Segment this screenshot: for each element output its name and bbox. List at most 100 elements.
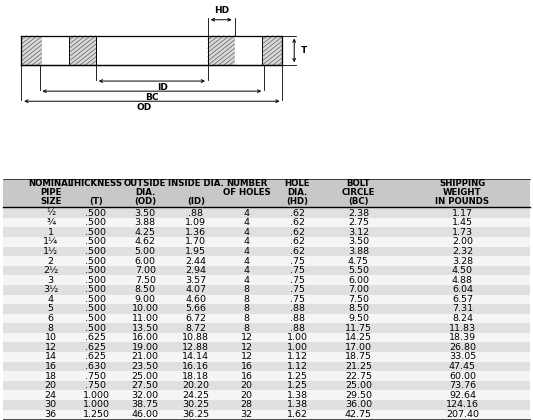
Text: OUTSIDE: OUTSIDE (124, 179, 166, 188)
Text: (OD): (OD) (134, 197, 156, 206)
Text: PIPE: PIPE (40, 188, 61, 197)
Text: IN POUNDS: IN POUNDS (435, 197, 489, 206)
Text: ¾: ¾ (46, 218, 55, 227)
Text: 4.50: 4.50 (452, 266, 473, 275)
Text: 14.25: 14.25 (345, 333, 372, 342)
Text: (BC): (BC) (348, 197, 369, 206)
Text: 20: 20 (240, 391, 253, 400)
Text: 25.00: 25.00 (132, 372, 159, 381)
Text: HOLE: HOLE (285, 179, 310, 188)
Text: .625: .625 (85, 343, 107, 352)
Text: 23.50: 23.50 (132, 362, 159, 371)
Text: 1.38: 1.38 (287, 391, 308, 400)
Text: .500: .500 (85, 304, 107, 313)
Text: 8: 8 (47, 324, 54, 333)
Text: .75: .75 (289, 266, 305, 275)
Text: 29.50: 29.50 (345, 391, 372, 400)
Text: BC: BC (145, 93, 159, 102)
Text: 18.18: 18.18 (182, 372, 209, 381)
Text: 1.70: 1.70 (185, 237, 206, 247)
Text: 32.00: 32.00 (132, 391, 159, 400)
Bar (3, 323, 530, 333)
Text: 19.00: 19.00 (132, 343, 159, 352)
Text: SIZE: SIZE (40, 197, 61, 206)
Text: 8: 8 (244, 324, 249, 333)
Text: DIA.: DIA. (287, 188, 308, 197)
Text: 5: 5 (47, 304, 54, 313)
Text: 1.250: 1.250 (83, 410, 109, 419)
Text: .625: .625 (85, 333, 107, 342)
Text: 4.88: 4.88 (452, 276, 473, 285)
Text: (HD): (HD) (286, 197, 308, 206)
Text: 2.32: 2.32 (452, 247, 473, 256)
Text: 2.75: 2.75 (348, 218, 369, 227)
Text: 6: 6 (47, 314, 54, 323)
Text: .500: .500 (85, 209, 107, 218)
Text: THICKNESS: THICKNESS (69, 179, 123, 188)
Bar (262, 36, 282, 65)
Text: NOMINAL: NOMINAL (28, 179, 73, 188)
Text: 18.39: 18.39 (449, 333, 476, 342)
Text: 1: 1 (47, 228, 54, 237)
Text: 1.62: 1.62 (287, 410, 308, 419)
Text: 4.75: 4.75 (348, 257, 369, 265)
Text: 3.50: 3.50 (348, 237, 369, 247)
Text: 3½: 3½ (43, 285, 58, 294)
Text: 8.50: 8.50 (135, 285, 156, 294)
Bar (3, 342, 530, 352)
Text: 18.75: 18.75 (345, 352, 372, 361)
Text: 4: 4 (244, 257, 249, 265)
Text: .500: .500 (85, 314, 107, 323)
Text: 1.25: 1.25 (287, 372, 308, 381)
Text: 1½: 1½ (43, 247, 58, 256)
Text: 1¼: 1¼ (43, 237, 58, 247)
Text: .75: .75 (289, 276, 305, 285)
Text: .625: .625 (85, 352, 107, 361)
Text: 4.62: 4.62 (135, 237, 156, 247)
Text: 73.76: 73.76 (449, 381, 476, 390)
Text: 17.00: 17.00 (345, 343, 372, 352)
Text: 18: 18 (45, 372, 56, 381)
Text: 8.72: 8.72 (185, 324, 206, 333)
Text: 16.16: 16.16 (182, 362, 209, 371)
Text: 11.83: 11.83 (449, 324, 476, 333)
Text: 4.25: 4.25 (135, 228, 156, 237)
Text: OF HOLES: OF HOLES (223, 188, 270, 197)
Bar (208, 36, 235, 65)
Text: 8: 8 (244, 285, 249, 294)
Text: 2.00: 2.00 (452, 237, 473, 247)
Text: 7.31: 7.31 (452, 304, 473, 313)
Bar (3, 276, 530, 285)
Text: INSIDE DIA.: INSIDE DIA. (168, 179, 224, 188)
Text: 2.94: 2.94 (185, 266, 206, 275)
Text: 36: 36 (45, 410, 56, 419)
Text: .62: .62 (289, 209, 305, 218)
Text: 1.00: 1.00 (287, 343, 308, 352)
Text: 3.12: 3.12 (348, 228, 369, 237)
Text: CIRCLE: CIRCLE (342, 188, 375, 197)
Text: .500: .500 (85, 218, 107, 227)
Text: 3.28: 3.28 (452, 257, 473, 265)
Text: 10: 10 (45, 333, 56, 342)
Text: 32: 32 (240, 410, 253, 419)
Text: 33.05: 33.05 (449, 352, 476, 361)
Text: 30.25: 30.25 (182, 400, 209, 409)
Text: 16: 16 (240, 362, 253, 371)
Text: 16.00: 16.00 (132, 333, 159, 342)
Text: 6.04: 6.04 (452, 285, 473, 294)
Text: ½: ½ (46, 209, 55, 218)
Text: 1.17: 1.17 (452, 209, 473, 218)
Text: 9.50: 9.50 (348, 314, 369, 323)
Bar (42, 36, 69, 65)
Text: 4: 4 (47, 295, 54, 304)
Text: BOLT: BOLT (346, 179, 370, 188)
Text: 24.25: 24.25 (182, 391, 209, 400)
Text: 12: 12 (240, 343, 253, 352)
Bar (3, 391, 530, 400)
Text: 38.75: 38.75 (132, 400, 159, 409)
Text: 3.88: 3.88 (348, 247, 369, 256)
Text: 14.14: 14.14 (182, 352, 209, 361)
Bar (69, 36, 96, 65)
Text: 7.00: 7.00 (135, 266, 156, 275)
Bar (3, 266, 530, 276)
